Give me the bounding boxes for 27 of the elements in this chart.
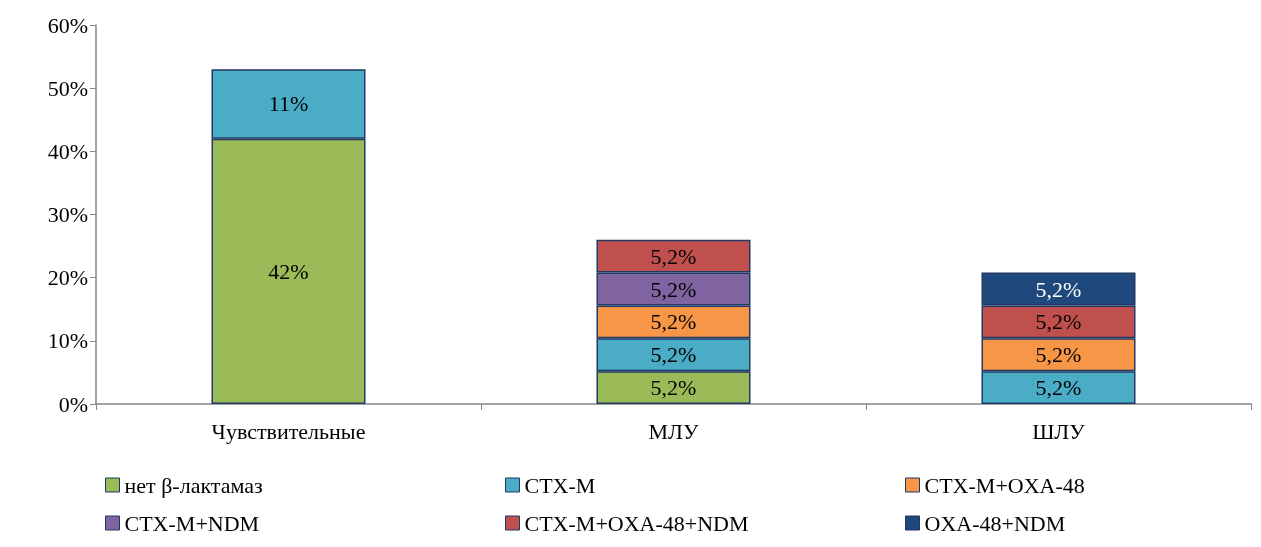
legend-label: нет β-лактамаз [124, 472, 263, 498]
data-label: 5,2% [650, 276, 697, 302]
data-label: 5,2% [650, 243, 697, 269]
data-label: 5,2% [1035, 375, 1082, 401]
legend-label: OXA-48+NDM [924, 510, 1066, 536]
y-tick-label: 40% [47, 138, 88, 164]
x-tick-label: Чувствительные [211, 418, 366, 444]
data-label: 5,2% [1035, 342, 1082, 368]
data-label: 11% [268, 91, 309, 117]
data-label: 42% [268, 258, 309, 284]
y-tick-label: 60% [47, 12, 88, 38]
legend-label: CTX-M+OXA-48 [924, 472, 1085, 498]
y-tick-label: 20% [47, 265, 88, 291]
legend-label: CTX-M+NDM [124, 510, 260, 536]
y-tick-label: 50% [47, 75, 88, 101]
y-tick-label: 30% [47, 202, 88, 227]
x-tick-label: МЛУ [648, 418, 699, 444]
legend-label: CTX-M+OXA-48+NDM [524, 510, 749, 536]
data-label: 5,2% [650, 375, 697, 401]
data-label: 5,2% [1035, 276, 1082, 302]
data-label: 5,2% [650, 342, 697, 368]
x-tick-label: ШЛУ [1032, 418, 1086, 444]
legend-label: CTX-M [524, 472, 596, 498]
data-label: 5,2% [650, 309, 697, 335]
y-tick-label: 10% [47, 328, 88, 354]
y-tick-label: 0% [58, 391, 88, 417]
data-label: 5,2% [1035, 309, 1082, 335]
